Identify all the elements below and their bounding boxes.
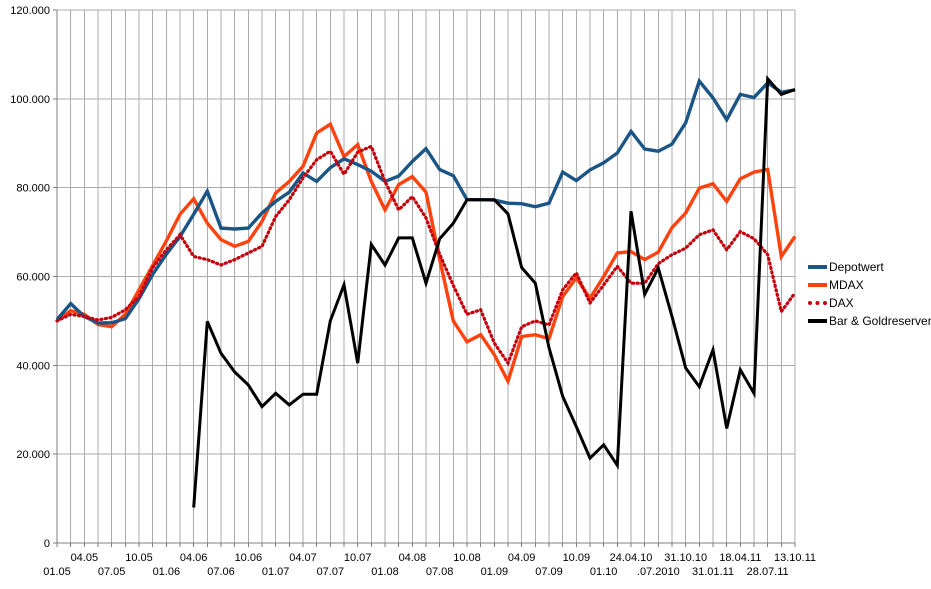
x-axis-label: 01.06	[153, 566, 181, 578]
x-axis-label: 13.10.11	[774, 552, 816, 564]
x-axis-label: 04.07	[289, 552, 317, 564]
dax-dotted-line-swatch-icon	[808, 301, 827, 305]
legend-item-bar-goldreserven: Bar & Goldreserven	[808, 312, 931, 330]
y-axis-label: 0	[44, 538, 50, 550]
x-axis-label: 01.05	[43, 566, 71, 578]
x-axis-label: 04.05	[71, 552, 99, 564]
series-line-mdax	[55, 121, 797, 386]
x-axis-label: 31.10.10	[664, 552, 707, 564]
x-axis-label: 04.08	[399, 552, 427, 564]
x-axis-label: 07.08	[426, 566, 454, 578]
x-axis-label: 01.09	[481, 566, 509, 578]
bar-goldreserven-line-swatch-icon	[808, 319, 827, 323]
legend-label-dax: DAX	[829, 296, 854, 310]
y-axis-label: 120.000	[10, 5, 50, 17]
y-axis-label: 80.000	[16, 183, 50, 195]
y-axis-label: 100.000	[10, 94, 50, 106]
x-axis-label: 04.09	[508, 552, 536, 564]
x-axis-label: 07.05	[98, 566, 126, 578]
x-axis-label: 04.06	[180, 552, 208, 564]
series-line-bar-goldreserven	[192, 74, 796, 508]
x-axis-label: 07.06	[207, 566, 235, 578]
x-axis-label: 24.04.10	[610, 552, 653, 564]
x-axis-label: 28.07.11	[747, 566, 789, 578]
legend: Depotwert MDAX DAX Bar & Goldreserven	[808, 258, 931, 330]
y-axis-label: 20.000	[16, 449, 50, 461]
x-axis-label: 01.08	[371, 566, 399, 578]
x-axis-label: 01.10	[590, 566, 618, 578]
x-axis-label: 10.05	[125, 552, 153, 564]
x-axis-label: 10.06	[235, 552, 263, 564]
legend-item-depotwert: Depotwert	[808, 258, 931, 276]
mdax-line-swatch-icon	[808, 283, 827, 287]
y-axis-label: 40.000	[16, 360, 50, 372]
x-axis-label: .07.2010	[637, 566, 680, 578]
x-axis-label: 07.07	[317, 566, 345, 578]
x-axis-label: 10.07	[344, 552, 372, 564]
y-axis-label: 60.000	[16, 272, 50, 284]
legend-label-depotwert: Depotwert	[829, 260, 884, 274]
legend-label-mdax: MDAX	[829, 278, 864, 292]
x-axis-label: 18.04.11	[719, 552, 761, 564]
x-axis-label: 31.01.11	[692, 566, 734, 578]
x-axis-label: 07.09	[535, 566, 563, 578]
depotwert-line-swatch-icon	[808, 265, 827, 269]
series-line-dax	[55, 144, 797, 367]
x-axis-label: 01.07	[262, 566, 290, 578]
x-axis-label: 10.08	[453, 552, 481, 564]
legend-item-dax: DAX	[808, 294, 931, 312]
legend-label-bar-goldreserven: Bar & Goldreserven	[829, 314, 931, 328]
legend-item-mdax: MDAX	[808, 276, 931, 294]
x-axis-label: 10.09	[563, 552, 591, 564]
